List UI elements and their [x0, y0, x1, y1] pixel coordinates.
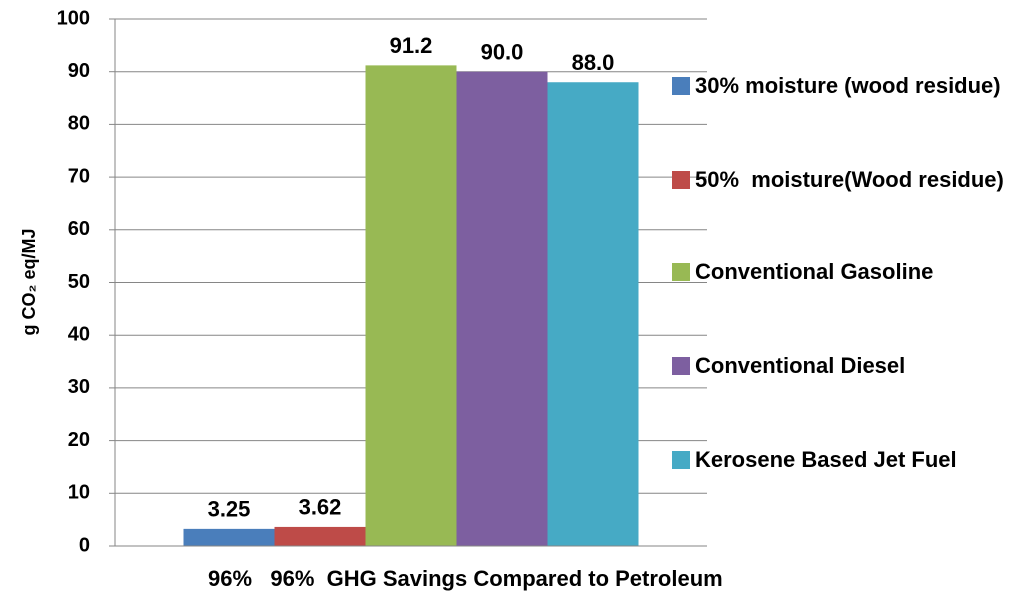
y-tick-label: 70	[68, 165, 90, 187]
y-tick-label: 10	[68, 482, 90, 504]
y-tick-label: 90	[68, 60, 90, 82]
legend-label: Conventional Gasoline	[695, 259, 934, 284]
y-tick-label: 50	[68, 271, 90, 293]
y-tick-label: 20	[68, 429, 90, 451]
legend-label: 50% moisture(Wood residue)	[695, 167, 1004, 192]
y-tick-label: 60	[68, 218, 90, 240]
bar	[547, 82, 639, 547]
y-tick-label: 40	[68, 323, 90, 345]
bar	[456, 71, 548, 546]
y-tick-label: 30	[68, 376, 90, 398]
legend-swatch	[672, 357, 690, 375]
y-tick-label: 0	[79, 534, 90, 556]
y-tick-label: 100	[57, 7, 90, 29]
data-label: 88.0	[572, 50, 615, 75]
data-label: 3.62	[299, 495, 342, 520]
data-label: 91.2	[390, 33, 433, 58]
legend-swatch	[672, 263, 690, 281]
legend-swatch	[672, 77, 690, 95]
bar	[274, 526, 366, 546]
legend-swatch	[672, 451, 690, 469]
data-label: 3.25	[208, 497, 251, 522]
x-tick-label: 96% 96% GHG Savings Compared to Petroleu…	[208, 566, 723, 591]
y-axis-label: g CO₂ eq/MJ	[19, 228, 39, 335]
bar	[183, 528, 275, 546]
bar	[365, 65, 457, 546]
data-label: 90.0	[481, 40, 524, 65]
legend-swatch	[672, 171, 690, 189]
legend-label: Conventional Diesel	[695, 353, 906, 378]
y-tick-label: 80	[68, 113, 90, 135]
legend-label: Kerosene Based Jet Fuel	[695, 447, 957, 472]
legend-label: 30% moisture (wood residue)	[695, 73, 1001, 98]
